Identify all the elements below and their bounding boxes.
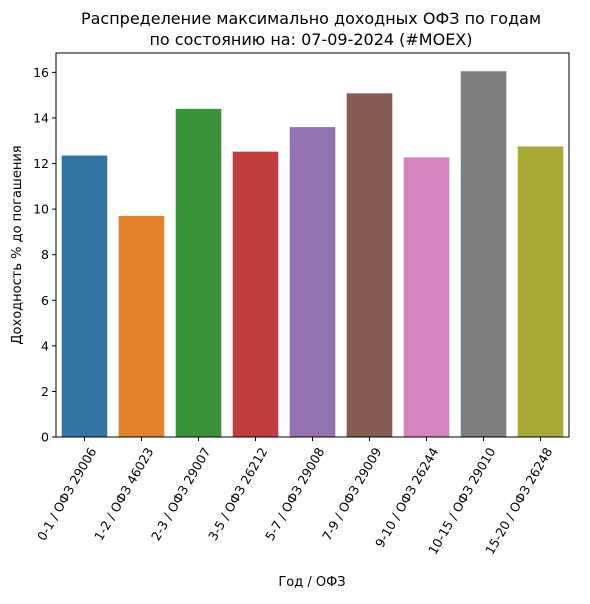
bar	[232, 151, 279, 437]
bar	[61, 155, 108, 438]
y-tick-label: 10	[33, 202, 49, 217]
x-tick-label: 0-1 / ОФЗ 29006	[34, 445, 99, 543]
y-tick-label: 12	[33, 156, 49, 171]
bars-layer	[61, 71, 564, 438]
bar	[175, 108, 222, 437]
bar	[517, 146, 564, 437]
y-tick-label: 16	[33, 65, 49, 80]
plot-frame	[55, 52, 570, 438]
y-axis: 0 2 4 6 8 10 12 14 16	[33, 65, 56, 445]
bar	[289, 127, 336, 437]
y-tick-label: 14	[33, 110, 49, 125]
bar	[118, 215, 165, 437]
x-axis-label: Год / ОФЗ	[278, 575, 345, 590]
bar	[346, 93, 393, 437]
x-tick-label: 1-2 / ОФЗ 46023	[91, 445, 156, 543]
x-tick-label: 7-9 / ОФЗ 29009	[319, 445, 384, 543]
y-tick-label: 2	[41, 384, 49, 399]
y-axis-label: Доходность % до погашения	[10, 145, 25, 344]
x-tick-label: 5-7 / ОФЗ 29008	[262, 445, 327, 543]
bar	[460, 71, 507, 437]
y-tick-label: 0	[41, 430, 49, 445]
bar	[403, 157, 450, 437]
x-tick-label: 3-5 / ОФЗ 26212	[205, 445, 270, 543]
x-tick-label: 9-10 / ОФЗ 26244	[372, 445, 441, 550]
x-tick-label: 2-3 / ОФЗ 29007	[148, 445, 213, 543]
y-tick-label: 6	[41, 293, 49, 308]
y-tick-label: 4	[41, 338, 49, 353]
chart-title: Распределение максимально доходных ОФЗ п…	[81, 9, 541, 28]
y-tick-label: 8	[41, 247, 49, 262]
chart-subtitle: по состоянию на: 07-09-2024 (#MOEX)	[149, 30, 472, 49]
